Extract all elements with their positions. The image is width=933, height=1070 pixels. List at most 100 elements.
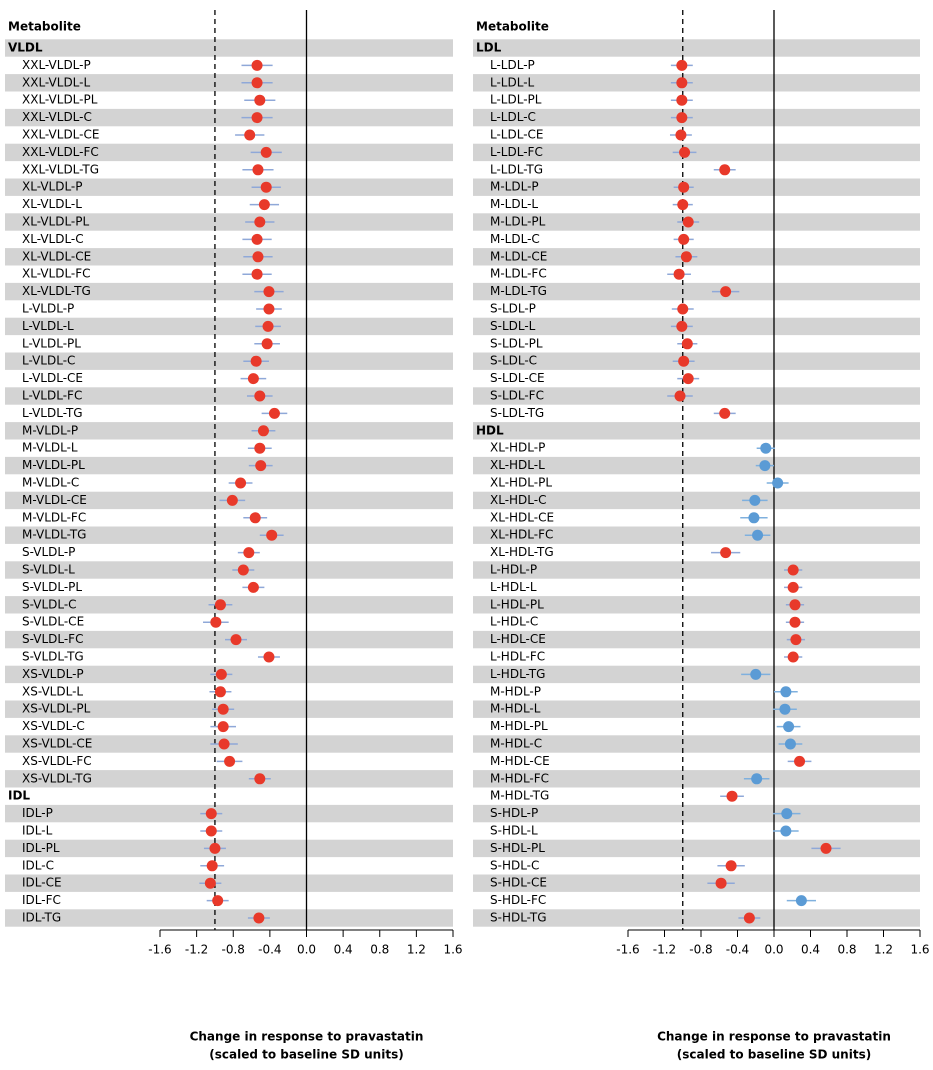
point — [254, 216, 266, 228]
point — [260, 181, 272, 193]
point — [725, 860, 737, 872]
row-band — [5, 213, 453, 231]
row-label: M-HDL-TG — [490, 789, 549, 803]
row-label: S-LDL-TG — [490, 406, 544, 420]
point — [255, 460, 267, 472]
point — [748, 512, 760, 524]
x-tick-label: 0.8 — [370, 943, 389, 957]
row-label: S-VLDL-FC — [22, 632, 83, 646]
row-label: IDL-P — [22, 806, 53, 820]
row-band — [473, 770, 920, 788]
row-label: XL-HDL-P — [490, 441, 545, 455]
row-label: M-VLDL-L — [22, 441, 78, 455]
row-band — [5, 317, 453, 336]
row-band — [473, 387, 920, 405]
row-band — [473, 630, 920, 649]
row-label: XL-HDL-L — [490, 458, 545, 472]
row-band — [5, 561, 453, 579]
row-label: IDL-TG — [22, 911, 61, 925]
row-band — [5, 248, 453, 266]
row-band — [5, 422, 453, 440]
row-label: M-LDL-PL — [490, 215, 546, 229]
row-band — [473, 526, 920, 544]
row-band — [473, 596, 920, 614]
point — [790, 634, 802, 646]
row-band — [473, 735, 920, 753]
point — [779, 703, 791, 715]
row-label: L-HDL-CE — [490, 632, 546, 646]
point — [781, 808, 793, 820]
point — [720, 547, 732, 559]
row-band — [473, 874, 920, 892]
point — [252, 251, 264, 263]
row-label: IDL-PL — [22, 841, 60, 855]
row-label: XXL-VLDL-P — [22, 58, 91, 72]
row-label: L-LDL-FC — [490, 145, 543, 159]
point — [789, 599, 801, 611]
x-tick-label: -0.4 — [726, 943, 749, 957]
row-label: S-LDL-PL — [490, 336, 543, 350]
row-label: XXL-VLDL-CE — [22, 128, 99, 142]
row-band — [473, 317, 920, 336]
row-label: M-HDL-PL — [490, 719, 548, 733]
row-label: XL-VLDL-P — [22, 180, 83, 194]
row-band — [5, 909, 453, 927]
row-label: S-HDL-FC — [490, 893, 546, 907]
row-label: S-LDL-P — [490, 302, 536, 316]
point — [784, 738, 796, 750]
row-label: XL-HDL-C — [490, 493, 546, 507]
point — [261, 338, 273, 350]
row-label: XXL-VLDL-L — [22, 75, 90, 89]
point — [780, 686, 792, 698]
point — [752, 529, 764, 541]
row-label: M-VLDL-P — [22, 423, 78, 437]
row-label: XS-VLDL-L — [22, 684, 83, 698]
row-label: M-LDL-P — [490, 180, 539, 194]
point — [251, 233, 263, 245]
x-tick-label: 0.0 — [297, 943, 316, 957]
row-label: S-HDL-TG — [490, 911, 547, 925]
row-label: S-VLDL-TG — [22, 650, 84, 664]
point — [253, 912, 265, 924]
point — [251, 77, 263, 89]
row-label: XL-VLDL-FC — [22, 267, 91, 281]
row-label: XL-VLDL-C — [22, 232, 84, 246]
point — [257, 425, 269, 437]
point — [224, 755, 236, 767]
group-label: VLDL — [8, 41, 43, 55]
row-band — [5, 456, 453, 475]
point — [787, 581, 799, 593]
row-label: S-LDL-FC — [490, 389, 544, 403]
point — [795, 895, 807, 907]
point — [260, 146, 272, 158]
point — [682, 373, 694, 385]
point — [787, 564, 799, 576]
point — [209, 842, 221, 854]
row-label: M-LDL-CE — [490, 249, 547, 263]
point — [217, 721, 229, 733]
row-label: L-VLDL-C — [22, 354, 75, 368]
point — [720, 286, 732, 298]
row-label: L-LDL-P — [490, 58, 535, 72]
row-label: IDL-FC — [22, 893, 61, 907]
x-tick-label: -1.2 — [653, 943, 676, 957]
point — [677, 303, 689, 315]
row-label: M-LDL-C — [490, 232, 540, 246]
row-band — [5, 874, 453, 892]
point — [254, 390, 266, 402]
row-label: XS-VLDL-TG — [22, 771, 92, 785]
point — [218, 738, 230, 750]
point — [772, 477, 784, 489]
point — [676, 59, 688, 71]
row-band — [473, 839, 920, 858]
point — [759, 460, 771, 472]
row-band — [5, 804, 453, 823]
row-label: L-HDL-PL — [490, 597, 544, 611]
point — [206, 860, 218, 872]
point — [251, 268, 263, 280]
point — [263, 286, 275, 298]
row-label: XXL-VLDL-TG — [22, 162, 99, 176]
row-label: L-VLDL-PL — [22, 336, 81, 350]
point — [820, 842, 832, 854]
row-label: L-VLDL-TG — [22, 406, 83, 420]
